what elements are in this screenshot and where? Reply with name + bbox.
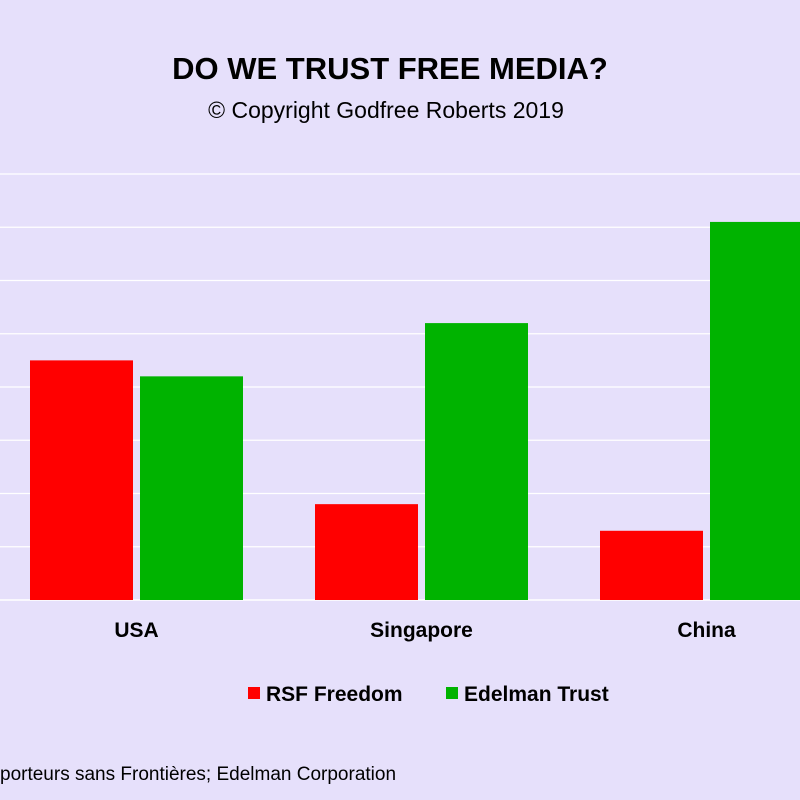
bar-rsf-freedom-singapore <box>315 504 418 600</box>
legend-label-edelman-trust: Edelman Trust <box>464 683 609 706</box>
category-label-china: China <box>677 619 736 642</box>
chart-subtitle: © Copyright Godfree Roberts 2019 <box>208 97 564 123</box>
legend-swatch-edelman-trust <box>446 687 458 699</box>
legend-label-rsf-freedom: RSF Freedom <box>266 683 403 706</box>
bar-rsf-freedom-china <box>600 530 703 600</box>
legend-swatch-rsf-freedom <box>248 687 260 699</box>
bar-edelman-trust-china <box>710 221 800 601</box>
category-labels: USA Singapore China <box>114 619 736 642</box>
source-note: porteurs sans Frontières; Edelman Corpor… <box>0 764 396 785</box>
chart-title: DO WE TRUST FREE MEDIA? <box>172 51 608 86</box>
bars <box>30 221 800 601</box>
category-label-singapore: Singapore <box>370 619 473 642</box>
legend: RSF Freedom Edelman Trust <box>248 683 609 706</box>
bar-edelman-trust-usa <box>140 376 243 600</box>
bar-edelman-trust-singapore <box>425 323 528 600</box>
category-label-usa: USA <box>114 619 158 642</box>
bar-rsf-freedom-usa <box>30 360 133 600</box>
